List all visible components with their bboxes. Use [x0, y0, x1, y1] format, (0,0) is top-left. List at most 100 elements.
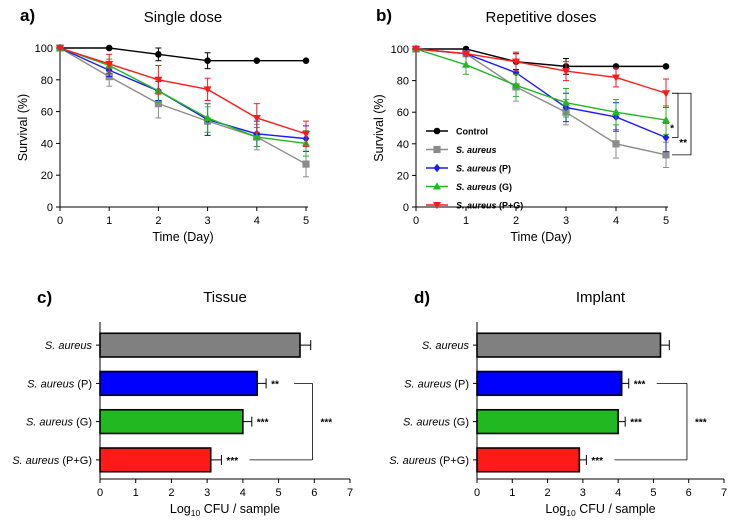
series-s-aureus-p-g-: [56, 45, 310, 148]
data-point: [562, 98, 570, 106]
series-control: [56, 44, 310, 70]
bar-chart-d: d) Implant 0 1 2 3 4 5 6 7 Log10 CFU / sample S. au…: [389, 288, 727, 518]
significance-label: ***: [226, 456, 238, 467]
x-tick-label: 5: [650, 487, 656, 499]
bar: [99, 447, 212, 473]
data-point: [662, 63, 670, 70]
y-tick-label: 80: [397, 76, 409, 88]
y-tick-label: 40: [397, 139, 409, 151]
series-line: [415, 48, 667, 156]
category-label: S. aureus (G): [403, 417, 469, 429]
data-point: [612, 74, 620, 82]
y-tick-label: 40: [41, 138, 53, 150]
category-label: S. aureus (P+G): [389, 455, 469, 467]
data-point: [512, 58, 520, 66]
significance-label: **: [271, 379, 279, 390]
data-point: [612, 108, 620, 116]
y-tick-label: 100: [391, 44, 409, 56]
x-tick-label: 1: [106, 215, 112, 227]
x-axis-label: Time (Day): [510, 230, 571, 244]
series-s-aureus-g-: [56, 43, 310, 157]
data-point: [662, 115, 670, 124]
series-s-aureus-p-: [412, 44, 670, 153]
x-tick-label: 5: [276, 487, 282, 499]
data-point: [662, 90, 670, 98]
x-tick-label: 0: [413, 215, 419, 227]
data-point: [203, 113, 212, 121]
data-point: [203, 86, 212, 94]
legend-marker: [433, 202, 441, 210]
category-label: S. aureus: [45, 340, 93, 352]
panel-label: d): [414, 288, 430, 307]
x-tick-label: 6: [686, 487, 692, 499]
x-tick-label: 3: [205, 215, 211, 227]
legend-marker: [433, 127, 441, 135]
series-line: [59, 47, 307, 165]
category-label: S. aureus (P): [27, 378, 92, 390]
data-point: [462, 60, 470, 68]
y-tick-label: 20: [41, 170, 53, 182]
x-tick-label: 4: [240, 487, 246, 499]
data-point: [412, 46, 420, 54]
x-tick-label: 3: [580, 487, 586, 499]
bar-chart-c: c) Tissue 0 1 2 3 4 5 6 7 Log10 CFU / sample S. aur…: [12, 288, 353, 518]
x-tick-label: 7: [721, 487, 727, 499]
line-chart-a: a) Single dose 0 20 40 60 80 100 0 1 2 3 4 5 Time (Day…: [16, 6, 310, 244]
legend-label: S. aureus (P): [456, 164, 511, 174]
data-point: [253, 57, 261, 65]
legend-marker: [433, 163, 441, 173]
x-tick-label: 1: [133, 487, 139, 499]
bar: [476, 408, 619, 435]
data-point: [562, 68, 570, 76]
x-tick-label: 1: [509, 487, 515, 499]
significance-label: ***: [630, 418, 642, 429]
significance-label: ***: [321, 418, 333, 429]
chart-title: Repetitive doses: [486, 9, 597, 26]
y-tick-label: 20: [397, 170, 409, 182]
x-tick-label: 7: [347, 487, 353, 499]
legend-label: S. aureus (G): [456, 182, 512, 192]
x-tick-label: 2: [545, 487, 551, 499]
y-tick-label: 80: [41, 75, 53, 87]
x-tick-label: 5: [303, 215, 309, 227]
line-chart-b: b) Repetitive doses 0 20 40 60 80 100 0 1 2 3 4 5 Time…: [372, 6, 692, 244]
legend-label: S. aureus: [456, 145, 497, 155]
y-tick-label: 60: [41, 107, 53, 119]
data-point: [662, 151, 670, 159]
data-point: [252, 114, 261, 123]
significance-bracket: [672, 92, 692, 156]
x-tick-label: 0: [57, 215, 63, 227]
data-point: [302, 130, 310, 139]
x-tick-label: 1: [463, 215, 469, 227]
data-point: [252, 132, 261, 141]
data-point: [662, 133, 670, 142]
series-line: [60, 47, 306, 62]
series-line: [415, 48, 667, 121]
chart-title: Tissue: [203, 289, 247, 306]
series-line: [416, 48, 666, 68]
x-axis-label: Time (Day): [152, 230, 213, 244]
bar: [476, 447, 581, 473]
x-tick-label: 2: [513, 215, 519, 227]
legend-marker: [433, 182, 441, 190]
data-point: [155, 51, 162, 58]
data-point: [612, 140, 620, 148]
y-tick-label: 0: [47, 202, 53, 214]
data-point: [105, 44, 113, 52]
x-tick-label: 3: [563, 215, 569, 227]
data-point: [512, 68, 520, 77]
data-point: [56, 45, 64, 53]
x-tick-label: 0: [97, 487, 103, 499]
x-tick-label: 4: [613, 215, 619, 227]
series-line: [59, 47, 307, 145]
y-axis-label: Survival (%): [372, 94, 386, 161]
panel-label: b): [376, 6, 392, 25]
y-axis-label: Survival (%): [16, 94, 30, 161]
significance-label: ***: [591, 456, 603, 467]
bar: [99, 408, 244, 435]
bar: [99, 370, 258, 397]
category-label: S. aureus: [422, 340, 470, 352]
x-tick-label: 2: [168, 487, 174, 499]
panel-label: c): [37, 288, 52, 307]
significance-label: ***: [634, 379, 646, 390]
